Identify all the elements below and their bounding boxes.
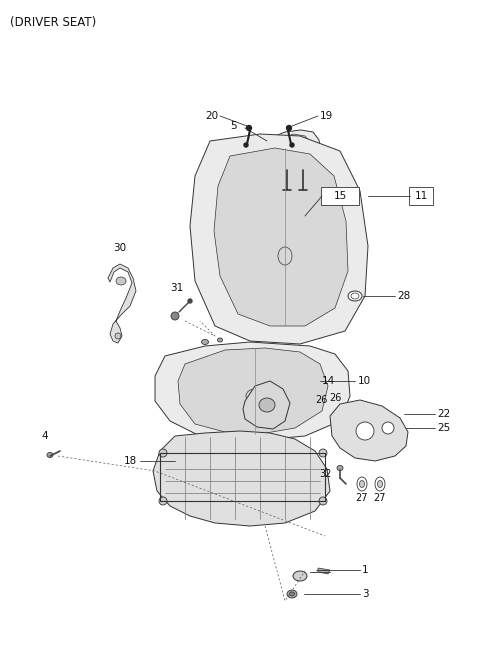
Ellipse shape xyxy=(159,449,167,457)
Ellipse shape xyxy=(202,340,208,344)
Text: 28: 28 xyxy=(397,291,410,301)
Ellipse shape xyxy=(116,277,126,285)
Text: 26: 26 xyxy=(316,395,328,405)
Polygon shape xyxy=(190,134,368,344)
Text: 18: 18 xyxy=(124,456,137,466)
Polygon shape xyxy=(267,130,321,170)
Ellipse shape xyxy=(244,143,248,147)
Text: 4: 4 xyxy=(42,431,48,441)
Polygon shape xyxy=(277,134,312,163)
Ellipse shape xyxy=(159,497,167,505)
Text: 25: 25 xyxy=(437,423,450,433)
Polygon shape xyxy=(153,431,330,526)
Text: 27: 27 xyxy=(356,493,368,503)
Polygon shape xyxy=(178,348,328,434)
Text: 30: 30 xyxy=(113,243,127,253)
Text: 1: 1 xyxy=(362,565,369,575)
Text: 26: 26 xyxy=(330,393,342,403)
Polygon shape xyxy=(243,381,290,429)
Ellipse shape xyxy=(247,125,252,131)
Ellipse shape xyxy=(47,453,53,457)
FancyBboxPatch shape xyxy=(321,187,359,205)
Ellipse shape xyxy=(360,480,364,487)
Ellipse shape xyxy=(351,293,359,299)
Ellipse shape xyxy=(290,143,294,147)
Ellipse shape xyxy=(377,480,383,487)
Ellipse shape xyxy=(115,333,121,339)
Ellipse shape xyxy=(293,571,307,581)
Text: 11: 11 xyxy=(414,191,428,201)
Text: 15: 15 xyxy=(334,191,347,201)
Polygon shape xyxy=(214,148,348,326)
Polygon shape xyxy=(330,400,408,461)
Text: 20: 20 xyxy=(205,111,218,121)
Text: (DRIVER SEAT): (DRIVER SEAT) xyxy=(10,16,96,29)
Text: 10: 10 xyxy=(358,376,371,386)
Text: 31: 31 xyxy=(170,283,184,293)
FancyBboxPatch shape xyxy=(409,187,433,205)
Text: 19: 19 xyxy=(320,111,333,121)
Ellipse shape xyxy=(357,477,367,491)
Text: 22: 22 xyxy=(437,409,450,419)
Ellipse shape xyxy=(382,422,394,434)
Text: 14: 14 xyxy=(322,376,335,386)
Ellipse shape xyxy=(356,422,374,440)
Ellipse shape xyxy=(319,497,327,505)
Text: 3: 3 xyxy=(362,589,369,599)
Ellipse shape xyxy=(217,338,223,342)
Ellipse shape xyxy=(246,389,264,403)
Ellipse shape xyxy=(337,466,343,470)
Ellipse shape xyxy=(289,592,295,596)
Polygon shape xyxy=(318,568,330,574)
Ellipse shape xyxy=(287,125,291,131)
Polygon shape xyxy=(155,342,350,441)
Ellipse shape xyxy=(319,449,327,457)
Ellipse shape xyxy=(259,398,275,412)
Text: 5: 5 xyxy=(230,121,237,131)
Ellipse shape xyxy=(348,291,362,301)
Text: 27: 27 xyxy=(374,493,386,503)
Ellipse shape xyxy=(287,590,297,598)
Text: 32: 32 xyxy=(320,469,332,479)
Ellipse shape xyxy=(375,477,385,491)
Ellipse shape xyxy=(188,299,192,303)
Ellipse shape xyxy=(171,312,179,320)
Ellipse shape xyxy=(278,247,292,265)
Polygon shape xyxy=(108,264,136,343)
